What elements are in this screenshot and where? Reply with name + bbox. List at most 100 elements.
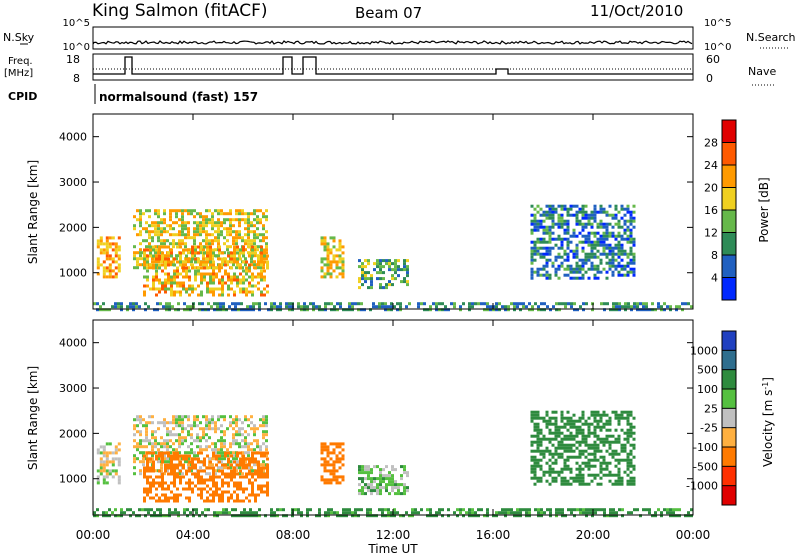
- power-cell: [237, 308, 240, 312]
- velocity-cell: [370, 477, 373, 481]
- power-cell: [614, 216, 618, 220]
- velocity-cell: [173, 457, 176, 461]
- power-cell: [339, 305, 342, 309]
- power-cell: [578, 276, 582, 280]
- power-cell: [468, 305, 471, 309]
- power-cell: [632, 273, 636, 277]
- velocity-cell: [229, 451, 232, 455]
- power-cell: [257, 254, 260, 258]
- power-cell: [145, 227, 148, 231]
- velocity-cell: [579, 511, 582, 515]
- power-cell: [228, 305, 231, 309]
- velocity-cell: [178, 433, 181, 437]
- velocity-cell: [246, 511, 249, 515]
- velocity-cell: [375, 514, 378, 518]
- velocity-cell: [213, 511, 216, 515]
- velocity-cell: [429, 514, 432, 518]
- velocity-cell: [572, 422, 576, 426]
- power-cell: [117, 302, 120, 306]
- velocity-cell: [220, 466, 223, 470]
- power-cell: [209, 260, 212, 264]
- power-cell: [143, 251, 146, 255]
- velocity-cell: [212, 472, 215, 476]
- power-cell: [241, 218, 244, 222]
- power-cell: [593, 264, 597, 268]
- power-cell: [251, 284, 254, 288]
- velocity-cell: [332, 472, 336, 476]
- power-cell: [214, 224, 217, 228]
- velocity-cell: [114, 448, 118, 452]
- velocity-cell: [575, 467, 579, 471]
- velocity-cell: [200, 451, 203, 455]
- power-cell: [326, 269, 330, 273]
- power-cell: [551, 204, 555, 208]
- velocity-cell: [208, 427, 211, 431]
- velocity-cell: [384, 508, 387, 512]
- velocity-cell: [218, 496, 221, 500]
- velocity-cell: [323, 478, 327, 482]
- velocity-cell: [254, 472, 257, 476]
- power-cell: [202, 230, 205, 234]
- velocity-cell: [369, 508, 372, 512]
- power-cell: [194, 272, 197, 276]
- power-cell: [623, 228, 627, 232]
- velocity-cell: [196, 436, 199, 440]
- velocity-cell: [133, 472, 136, 476]
- velocity-cell: [335, 445, 339, 449]
- power-cell: [513, 302, 516, 306]
- power-cell: [139, 242, 142, 246]
- velocity-cell: [551, 470, 555, 474]
- power-cell: [216, 305, 219, 309]
- power-cell: [569, 204, 573, 208]
- velocity-cell: [205, 424, 208, 428]
- velocity-cell: [227, 475, 230, 479]
- power-cell: [152, 287, 155, 291]
- power-cell: [629, 270, 633, 274]
- velocity-cell: [342, 511, 345, 515]
- velocity-cell: [223, 433, 226, 437]
- freq-tick-bottom: 8: [73, 72, 80, 85]
- velocity-ytick-label: 3000: [59, 382, 87, 395]
- velocity-cell: [188, 466, 191, 470]
- power-cell: [176, 281, 179, 285]
- velocity-cell: [400, 477, 403, 481]
- nave-tick-top: 60: [706, 53, 720, 66]
- power-cell: [614, 204, 618, 208]
- velocity-cell: [211, 427, 214, 431]
- power-cell: [251, 278, 254, 282]
- power-cell: [236, 251, 239, 255]
- velocity-cell: [605, 464, 609, 468]
- velocity-cell: [164, 463, 167, 467]
- velocity-cell: [176, 463, 179, 467]
- velocity-cell: [133, 445, 136, 449]
- velocity-cell: [262, 436, 265, 440]
- velocity-cell: [160, 463, 163, 467]
- power-cell: [170, 254, 173, 258]
- power-cell: [249, 305, 252, 309]
- velocity-cell: [161, 493, 164, 497]
- power-cell: [105, 242, 109, 246]
- velocity-cell: [575, 425, 579, 429]
- velocity-cell: [160, 466, 163, 470]
- velocity-cell: [545, 410, 549, 414]
- power-cell: [602, 225, 606, 229]
- power-cell: [102, 272, 106, 276]
- velocity-cell: [593, 449, 597, 453]
- velocity-cell: [244, 445, 247, 449]
- power-cell: [152, 266, 155, 270]
- power-cell: [348, 305, 351, 309]
- velocity-cell: [260, 472, 263, 476]
- power-cell: [158, 290, 161, 294]
- velocity-cell: [185, 454, 188, 458]
- velocity-cell: [172, 421, 175, 425]
- velocity-cell: [504, 514, 507, 518]
- velocity-cell: [242, 457, 245, 461]
- power-cell: [587, 255, 591, 259]
- power-cell: [102, 266, 106, 270]
- velocity-cell: [233, 481, 236, 485]
- velocity-cell: [614, 479, 618, 483]
- velocity-cell: [260, 490, 263, 494]
- power-cell: [143, 257, 146, 261]
- power-cell: [243, 308, 246, 312]
- velocity-cell: [148, 421, 151, 425]
